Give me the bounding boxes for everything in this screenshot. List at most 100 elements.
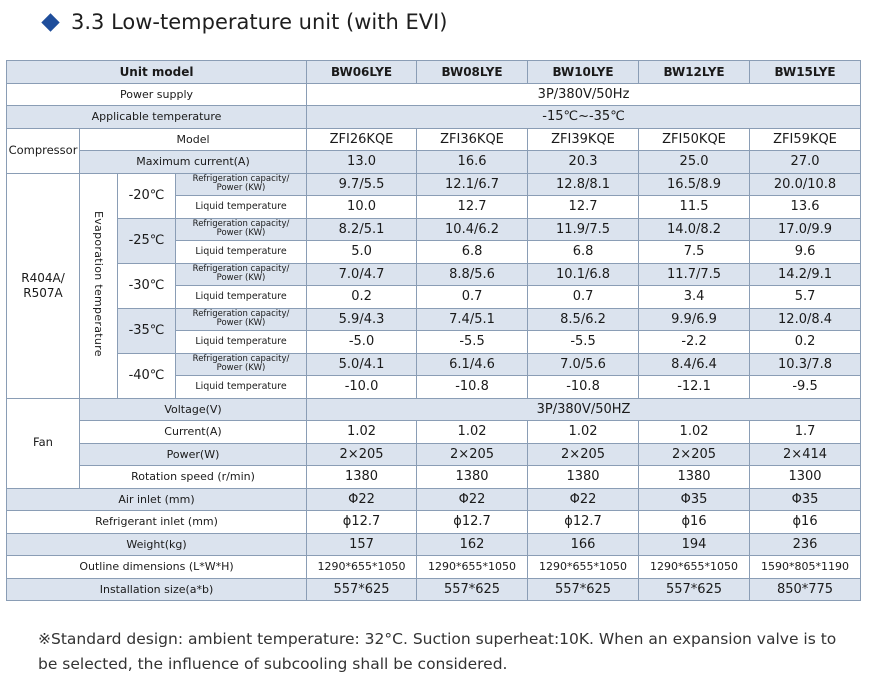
compressor-model-value: ZFI50KQE <box>638 127 751 151</box>
capacity-label: Refrigeration capacity/Power (KW) <box>174 172 308 196</box>
spec-table: Unit model BW06LYE BW08LYE BW10LYE BW12LYE BW… <box>5 60 862 601</box>
capacity-value: 7.0/4.7 <box>306 262 418 286</box>
model-header: BW06LYE <box>306 60 418 84</box>
liquid-temp-value: 5.0 <box>306 240 418 264</box>
installation-size-value: 557*625 <box>306 577 418 601</box>
header-row: Unit model BW06LYE BW08LYE BW10LYE BW12LYE BW… <box>5 60 862 84</box>
evaporation-text: Evaporation temperature <box>92 211 105 358</box>
capacity-label: Refrigeration capacity/Power (KW) <box>174 262 308 286</box>
unit-model-label: Unit model <box>5 60 308 84</box>
capacity-row: -25℃ Refrigeration capacity/Power (KW) 8.2… <box>7 217 862 264</box>
installation-size-value: 557*625 <box>416 577 529 601</box>
liquid-temp-label: Liquid temperature <box>174 330 308 354</box>
outline-dimensions-value: 1290*655*1050 <box>416 555 529 579</box>
liquid-temp-value: 6.8 <box>416 240 529 264</box>
evap-temp-label: -35℃ <box>117 307 176 354</box>
weight-value: 236 <box>749 532 862 556</box>
power-supply-label: Power supply <box>5 82 308 106</box>
max-current-value: 20.3 <box>527 150 640 174</box>
fan-voltage-label: Voltage(V) <box>78 397 308 421</box>
liquid-row: Liquid temperature 5.0 6.8 6.8 7.5 9.6 <box>7 240 862 264</box>
max-current-label: Maximum current(A) <box>78 150 308 174</box>
evap-temp-label: -25℃ <box>117 217 176 264</box>
refrigerant-line-2: R507A <box>23 286 63 300</box>
diamond-bullet-icon <box>41 12 60 32</box>
capacity-value: 8.8/5.6 <box>416 262 529 286</box>
capacity-value: 7.4/5.1 <box>416 307 529 331</box>
fan-current-value: 1.02 <box>527 420 640 444</box>
rotation-label: Rotation speed (r/min) <box>78 465 308 489</box>
fan-power-value: 2×205 <box>416 442 529 466</box>
capacity-value: 9.7/5.5 <box>306 172 418 196</box>
refrigerant-inlet-label: Refrigerant inlet (mm) <box>5 510 308 534</box>
compressor-model-value: ZFI36KQE <box>416 127 529 151</box>
rotation-value: 1300 <box>749 465 862 489</box>
compressor-model-row: Compressor Model ZFI26KQE ZFI36KQE ZFI39KQE Z… <box>6 127 862 174</box>
max-current-value: 13.0 <box>306 150 418 174</box>
capacity-label: Refrigeration capacity/Power (KW) <box>174 217 308 241</box>
capacity-row: R404A/R507A Evaporation temperature -20℃ Re… <box>6 172 862 399</box>
liquid-temp-value: -9.5 <box>749 375 862 399</box>
capacity-value: 14.2/9.1 <box>749 262 862 286</box>
liquid-row: Liquid temperature 10.0 12.7 12.7 11.5 13.6 <box>7 195 862 219</box>
capacity-row: -40℃ Refrigeration capacity/Power (KW) 5.0… <box>7 352 862 399</box>
liquid-temp-label: Liquid temperature <box>174 375 308 399</box>
capacity-value: 5.9/4.3 <box>306 307 418 331</box>
capacity-label: Refrigeration capacity/Power (KW) <box>174 307 308 331</box>
capacity-value: 16.5/8.9 <box>638 172 751 196</box>
capacity-value: 10.3/7.8 <box>749 352 862 376</box>
refrigerant-inlet-value: ϕ12.7 <box>306 510 418 534</box>
capacity-value: 14.0/8.2 <box>638 217 751 241</box>
liquid-temp-value: -10.8 <box>527 375 640 399</box>
liquid-temp-label: Liquid temperature <box>174 195 308 219</box>
liquid-temp-value: -5.5 <box>416 330 529 354</box>
fan-current-row: Current(A) 1.02 1.02 1.02 1.02 1.7 <box>7 420 862 444</box>
air-inlet-label: Air inlet (mm) <box>5 487 308 511</box>
capacity-label-line-2: Power (KW) <box>216 273 266 284</box>
air-inlet-value: Φ35 <box>638 487 751 511</box>
outline-dimensions-value: 1290*655*1050 <box>638 555 751 579</box>
fan-current-value: 1.02 <box>416 420 529 444</box>
liquid-temp-value: -10.8 <box>416 375 529 399</box>
capacity-label: Refrigeration capacity/Power (KW) <box>174 352 308 376</box>
outline-dimensions-value: 1290*655*1050 <box>306 555 418 579</box>
section-heading: 3.3 Low-temperature unit (with EVI) <box>41 10 448 34</box>
air-inlet-value: Φ22 <box>527 487 640 511</box>
capacity-value: 20.0/10.8 <box>749 172 862 196</box>
model-header: BW10LYE <box>527 60 640 84</box>
capacity-label-line-1: Refrigeration capacity/ <box>192 309 290 320</box>
liquid-temp-value: 0.2 <box>306 285 418 309</box>
capacity-value: 12.1/6.7 <box>416 172 529 196</box>
section-title: 3.3 Low-temperature unit (with EVI) <box>71 10 448 34</box>
liquid-temp-value: 11.5 <box>638 195 751 219</box>
capacity-value: 11.9/7.5 <box>527 217 640 241</box>
weight-row: Weight(kg) 157 162 166 194 236 <box>5 532 862 556</box>
rotation-value: 1380 <box>416 465 529 489</box>
fan-current-value: 1.7 <box>749 420 862 444</box>
liquid-row: Liquid temperature -10.0 -10.8 -10.8 -12.1 -9… <box>7 375 862 399</box>
evaporation-label: Evaporation temperature <box>79 172 118 399</box>
power-supply-row: Power supply 3P/380V/50Hz <box>5 82 862 106</box>
refrigerant-line-1: R404A/ <box>21 271 65 285</box>
model-header: BW08LYE <box>416 60 529 84</box>
refrigerant-inlet-row: Refrigerant inlet (mm) ϕ12.7 ϕ12.7 ϕ12.7 ϕ16… <box>5 510 862 534</box>
air-inlet-value: Φ22 <box>306 487 418 511</box>
outline-dimensions-value: 1290*655*1050 <box>527 555 640 579</box>
capacity-value: 6.1/4.6 <box>416 352 529 376</box>
weight-value: 157 <box>306 532 418 556</box>
compressor-model-value: ZFI39KQE <box>527 127 640 151</box>
liquid-temp-value: 3.4 <box>638 285 751 309</box>
liquid-temp-value: -5.0 <box>306 330 418 354</box>
installation-size-value: 850*775 <box>749 577 862 601</box>
installation-size-value: 557*625 <box>638 577 751 601</box>
refrigerant-label: R404A/R507A <box>6 172 80 399</box>
compressor-model-value: ZFI59KQE <box>749 127 862 151</box>
liquid-row: Liquid temperature 0.2 0.7 0.7 3.4 5.7 <box>7 285 862 309</box>
weight-value: 166 <box>527 532 640 556</box>
capacity-label-line-2: Power (KW) <box>216 318 266 329</box>
refrigerant-inlet-value: ϕ12.7 <box>527 510 640 534</box>
liquid-temp-label: Liquid temperature <box>174 285 308 309</box>
capacity-value: 10.1/6.8 <box>527 262 640 286</box>
liquid-temp-value: 12.7 <box>527 195 640 219</box>
liquid-temp-value: -5.5 <box>527 330 640 354</box>
